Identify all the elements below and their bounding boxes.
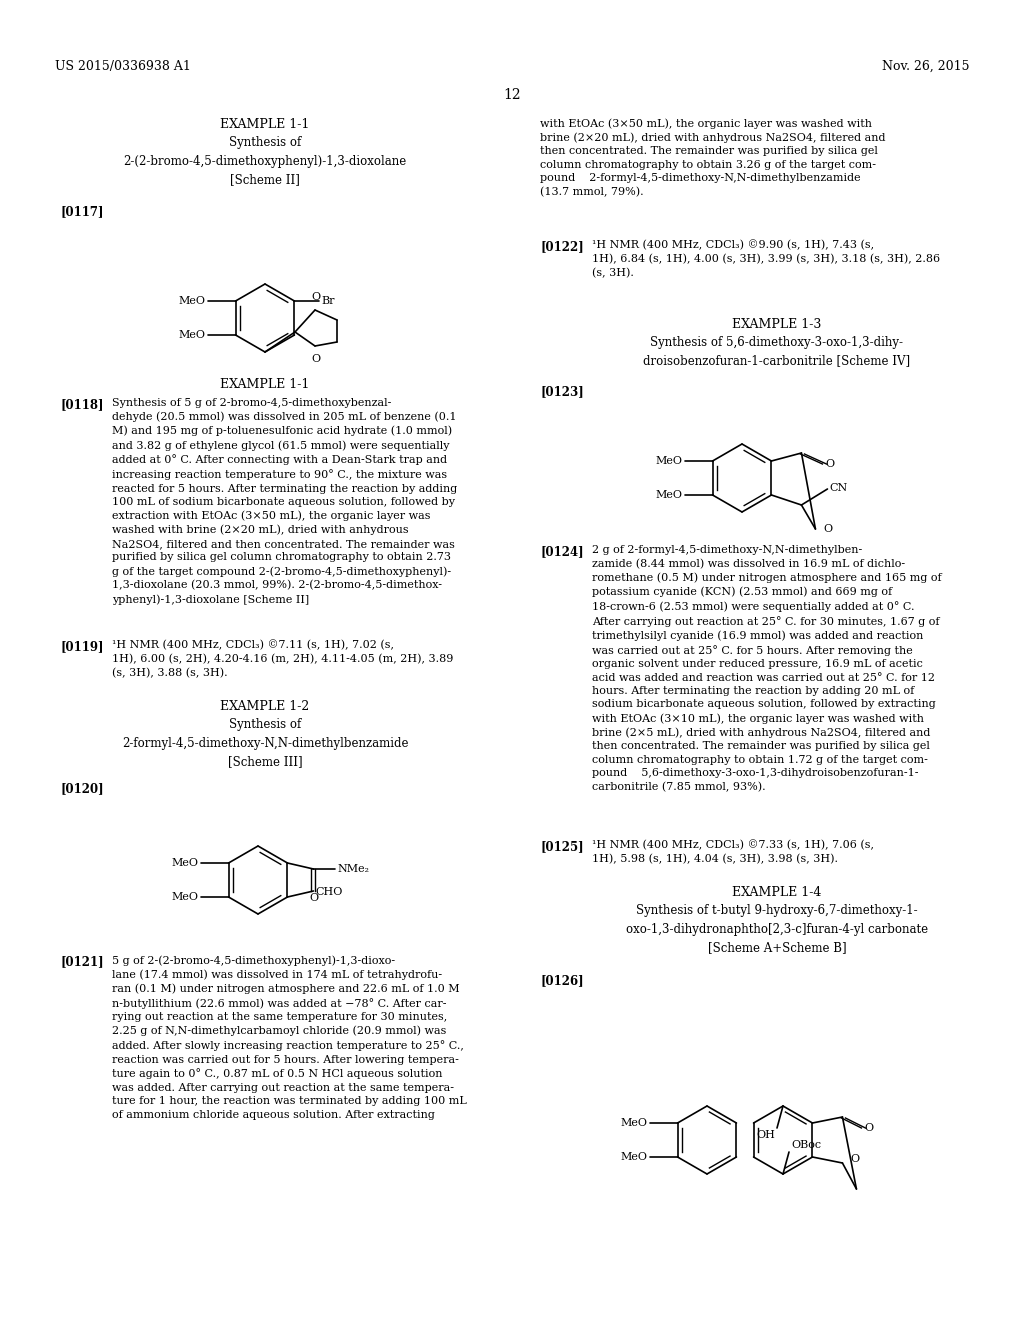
- Text: 2 g of 2-formyl-4,5-dimethoxy-N,N-dimethylben-
zamide (8.44 mmol) was dissolved : 2 g of 2-formyl-4,5-dimethoxy-N,N-dimeth…: [592, 545, 942, 792]
- Text: EXAMPLE 1-1: EXAMPLE 1-1: [220, 378, 309, 391]
- Text: [0119]: [0119]: [60, 640, 103, 653]
- Text: EXAMPLE 1-3: EXAMPLE 1-3: [732, 318, 821, 331]
- Text: MeO: MeO: [178, 296, 206, 306]
- Text: Synthesis of
2-formyl-4,5-dimethoxy-N,N-dimethylbenzamide
[Scheme III]: Synthesis of 2-formyl-4,5-dimethoxy-N,N-…: [122, 718, 409, 768]
- Text: CHO: CHO: [315, 887, 343, 898]
- Text: [0117]: [0117]: [60, 205, 103, 218]
- Text: MeO: MeO: [178, 330, 206, 341]
- Text: O: O: [851, 1154, 859, 1164]
- Text: MeO: MeO: [172, 892, 199, 902]
- Text: ¹H NMR (400 MHz, CDCl₃) ©7.33 (s, 1H), 7.06 (s,
1H), 5.98 (s, 1H), 4.04 (s, 3H),: ¹H NMR (400 MHz, CDCl₃) ©7.33 (s, 1H), 7…: [592, 840, 874, 865]
- Text: MeO: MeO: [621, 1152, 647, 1162]
- Text: O: O: [311, 292, 321, 302]
- Text: 5 g of 2-(2-bromo-4,5-dimethoxyphenyl)-1,3-dioxo-
lane (17.4 mmol) was dissolved: 5 g of 2-(2-bromo-4,5-dimethoxyphenyl)-1…: [112, 954, 467, 1119]
- Text: OBoc: OBoc: [791, 1140, 821, 1150]
- Text: Synthesis of 5 g of 2-bromo-4,5-dimethoxybenzal-
dehyde (20.5 mmol) was dissolve: Synthesis of 5 g of 2-bromo-4,5-dimethox…: [112, 399, 458, 605]
- Text: [0123]: [0123]: [540, 385, 584, 399]
- Text: O: O: [864, 1123, 873, 1133]
- Text: [0121]: [0121]: [60, 954, 103, 968]
- Text: MeO: MeO: [655, 490, 683, 500]
- Text: OH: OH: [756, 1130, 775, 1140]
- Text: Synthesis of 5,6-dimethoxy-3-oxo-1,3-dihy-
droisobenzofuran-1-carbonitrile [Sche: Synthesis of 5,6-dimethoxy-3-oxo-1,3-dih…: [643, 337, 910, 367]
- Text: ¹H NMR (400 MHz, CDCl₃) ©9.90 (s, 1H), 7.43 (s,
1H), 6.84 (s, 1H), 4.00 (s, 3H),: ¹H NMR (400 MHz, CDCl₃) ©9.90 (s, 1H), 7…: [592, 240, 940, 279]
- Text: EXAMPLE 1-1: EXAMPLE 1-1: [220, 117, 309, 131]
- Text: NMe₂: NMe₂: [338, 865, 370, 874]
- Text: MeO: MeO: [655, 455, 683, 466]
- Text: EXAMPLE 1-4: EXAMPLE 1-4: [732, 886, 821, 899]
- Text: [0120]: [0120]: [60, 781, 103, 795]
- Text: ¹H NMR (400 MHz, CDCl₃) ©7.11 (s, 1H), 7.02 (s,
1H), 6.00 (s, 2H), 4.20-4.16 (m,: ¹H NMR (400 MHz, CDCl₃) ©7.11 (s, 1H), 7…: [112, 640, 454, 678]
- Text: MeO: MeO: [621, 1118, 647, 1129]
- Text: [0124]: [0124]: [540, 545, 584, 558]
- Text: CN: CN: [829, 483, 848, 492]
- Text: O: O: [825, 459, 835, 469]
- Text: O: O: [309, 894, 318, 903]
- Text: [0125]: [0125]: [540, 840, 584, 853]
- Text: [0118]: [0118]: [60, 399, 103, 411]
- Text: Synthesis of t-butyl 9-hydroxy-6,7-dimethoxy-1-
oxo-1,3-dihydronaphtho[2,3-c]fur: Synthesis of t-butyl 9-hydroxy-6,7-dimet…: [626, 904, 928, 954]
- Text: US 2015/0336938 A1: US 2015/0336938 A1: [55, 59, 190, 73]
- Text: O: O: [823, 524, 833, 535]
- Text: [0122]: [0122]: [540, 240, 584, 253]
- Text: [0126]: [0126]: [540, 974, 584, 987]
- Text: MeO: MeO: [172, 858, 199, 869]
- Text: Br: Br: [322, 296, 335, 306]
- Text: with EtOAc (3×50 mL), the organic layer was washed with
brine (2×20 mL), dried w: with EtOAc (3×50 mL), the organic layer …: [540, 117, 886, 197]
- Text: Synthesis of
2-(2-bromo-4,5-dimethoxyphenyl)-1,3-dioxolane
[Scheme II]: Synthesis of 2-(2-bromo-4,5-dimethoxyphe…: [123, 136, 407, 186]
- Text: O: O: [311, 354, 321, 364]
- Text: Nov. 26, 2015: Nov. 26, 2015: [882, 59, 969, 73]
- Text: 12: 12: [503, 88, 521, 102]
- Text: EXAMPLE 1-2: EXAMPLE 1-2: [220, 700, 309, 713]
